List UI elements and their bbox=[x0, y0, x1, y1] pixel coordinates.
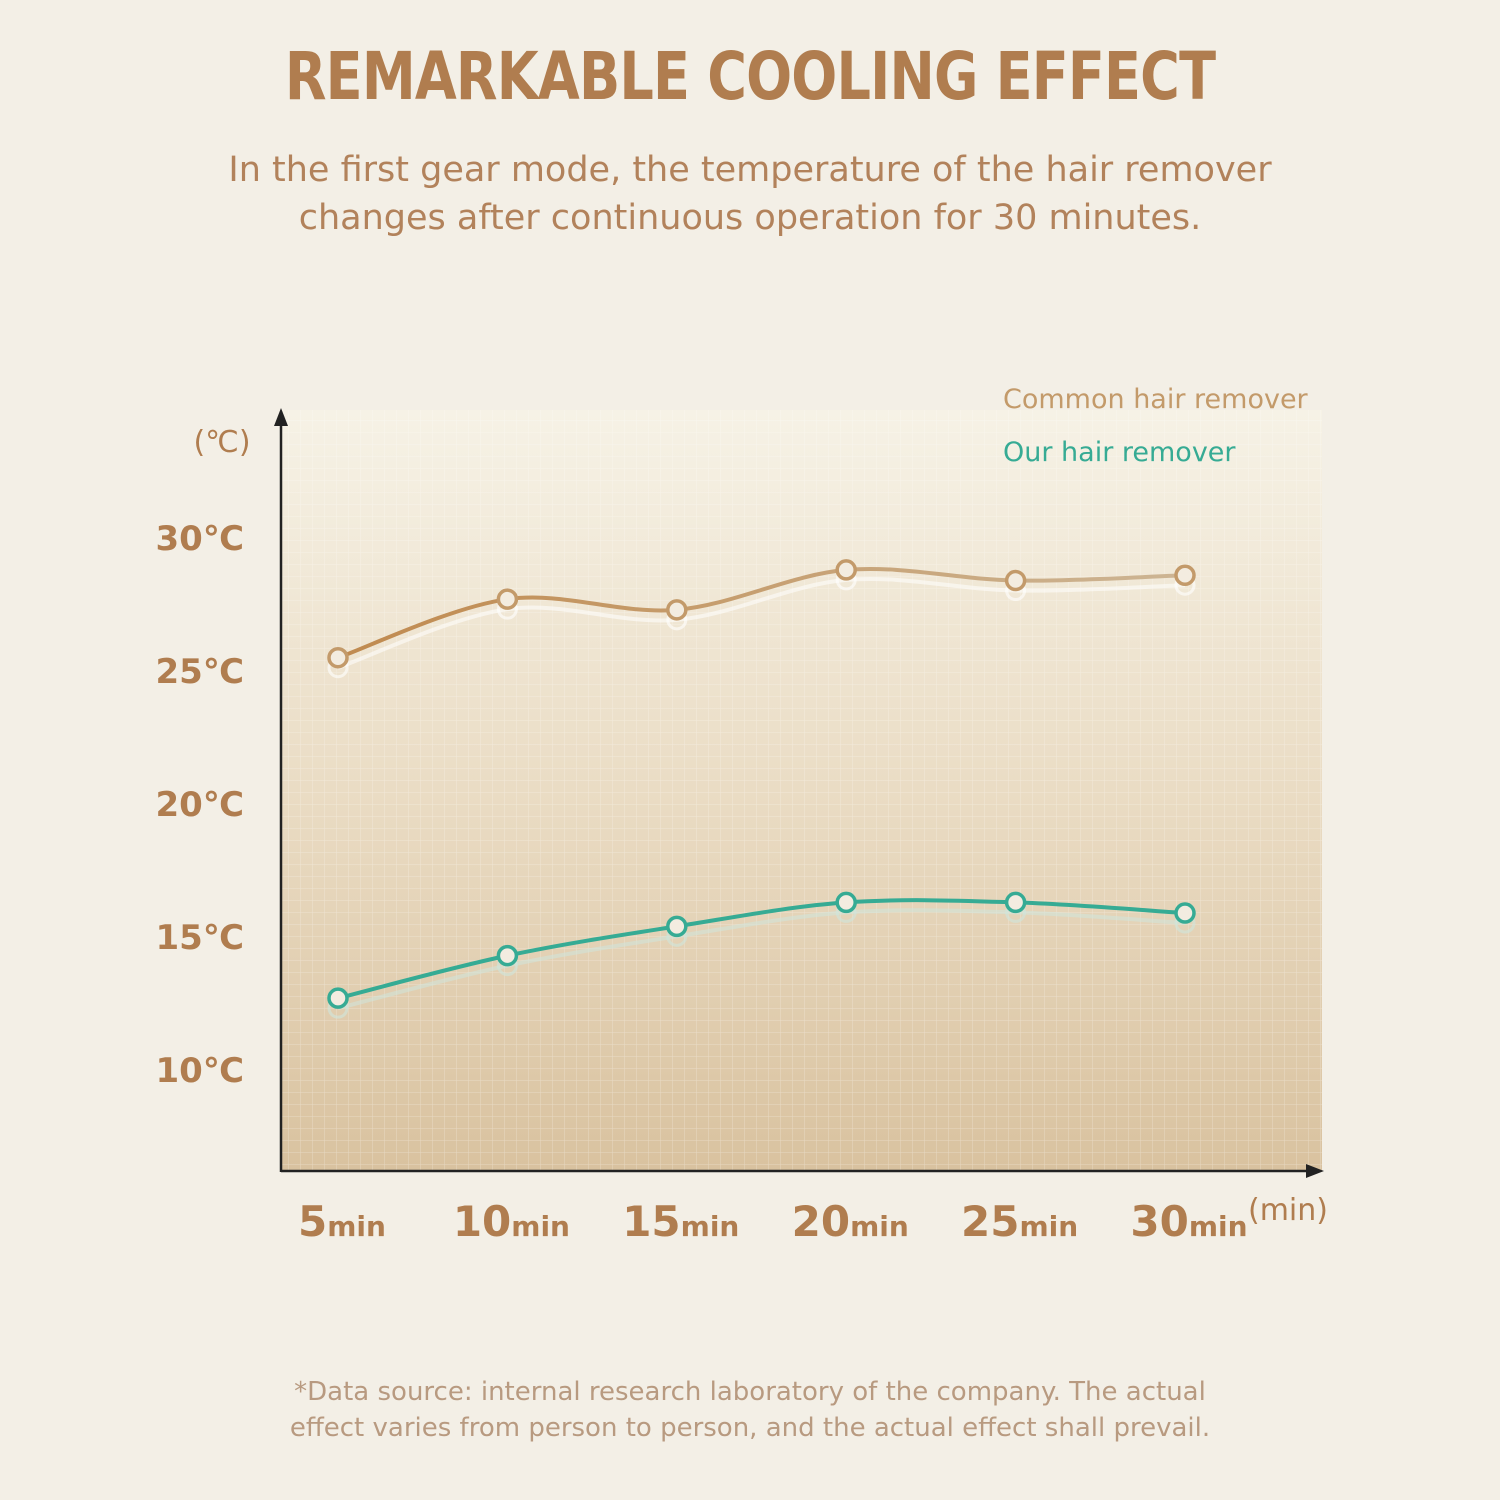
data-point bbox=[496, 944, 519, 967]
page-title: REMARKABLE COOLING EFFECT bbox=[284, 38, 1216, 115]
data-point bbox=[327, 987, 349, 1009]
legend: Common hair remover Our hair remover bbox=[1003, 384, 1309, 468]
series-ours bbox=[327, 891, 1196, 1019]
series-common-line bbox=[336, 566, 1187, 660]
subtitle-line-2: changes after continuous operation for 3… bbox=[298, 198, 1202, 238]
y-tick-label: 15℃ bbox=[156, 918, 245, 958]
x-axis-arrow bbox=[1306, 1164, 1324, 1178]
y-axis-unit-label: (℃) bbox=[193, 425, 250, 460]
x-tick-label: 30min bbox=[1130, 1197, 1247, 1246]
data-point bbox=[1004, 569, 1027, 592]
data-source-footnote: *Data source: internal research laborato… bbox=[0, 1374, 1500, 1446]
legend-common-hair-remover: Common hair remover bbox=[1003, 384, 1309, 415]
x-tick-label: 15min bbox=[622, 1197, 739, 1246]
y-tick-label: 20℃ bbox=[156, 785, 245, 825]
subtitle-line-1: In the first gear mode, the temperature … bbox=[228, 150, 1272, 190]
y-tick-label: 25℃ bbox=[156, 652, 245, 692]
x-axis-unit-label: (min) bbox=[1248, 1193, 1328, 1228]
footnote-line-1: *Data source: internal research laborato… bbox=[294, 1377, 1206, 1407]
axes bbox=[274, 408, 1324, 1178]
data-point bbox=[327, 646, 349, 669]
data-point bbox=[835, 891, 857, 914]
data-point bbox=[666, 599, 688, 621]
plot-area bbox=[282, 410, 1322, 1172]
y-tick-label: 10℃ bbox=[156, 1051, 245, 1091]
series-layer bbox=[327, 559, 1196, 1019]
data-point bbox=[666, 915, 688, 938]
series-ours-line bbox=[336, 898, 1187, 1001]
data-point bbox=[1174, 902, 1196, 924]
data-point bbox=[496, 588, 519, 610]
x-tick-label: 10min bbox=[453, 1197, 570, 1246]
y-tick-label: 30℃ bbox=[156, 519, 245, 559]
series-common-shadow bbox=[337, 576, 1186, 670]
page-subtitle: In the first gear mode, the temperature … bbox=[0, 146, 1500, 242]
x-tick-label: 25min bbox=[961, 1197, 1078, 1246]
footnote-line-2: effect varies from person to person, and… bbox=[289, 1413, 1211, 1443]
series-common bbox=[327, 559, 1196, 679]
y-axis-arrow bbox=[274, 408, 288, 426]
data-point bbox=[1004, 891, 1027, 914]
series-ours-shadow bbox=[337, 908, 1186, 1011]
legend-our-hair-remover: Our hair remover bbox=[1003, 437, 1236, 468]
x-tick-label: 20min bbox=[792, 1197, 909, 1246]
plot-grid bbox=[282, 410, 1322, 1172]
y-tick-labels: 30℃ 25℃ 20℃ 15℃ 10℃ bbox=[156, 519, 245, 1091]
x-tick-label: 5min bbox=[298, 1197, 386, 1246]
data-point bbox=[835, 559, 857, 581]
data-point bbox=[1174, 564, 1196, 586]
x-tick-labels: 5min 10min 15min 20min 25min 30min bbox=[298, 1197, 1248, 1246]
